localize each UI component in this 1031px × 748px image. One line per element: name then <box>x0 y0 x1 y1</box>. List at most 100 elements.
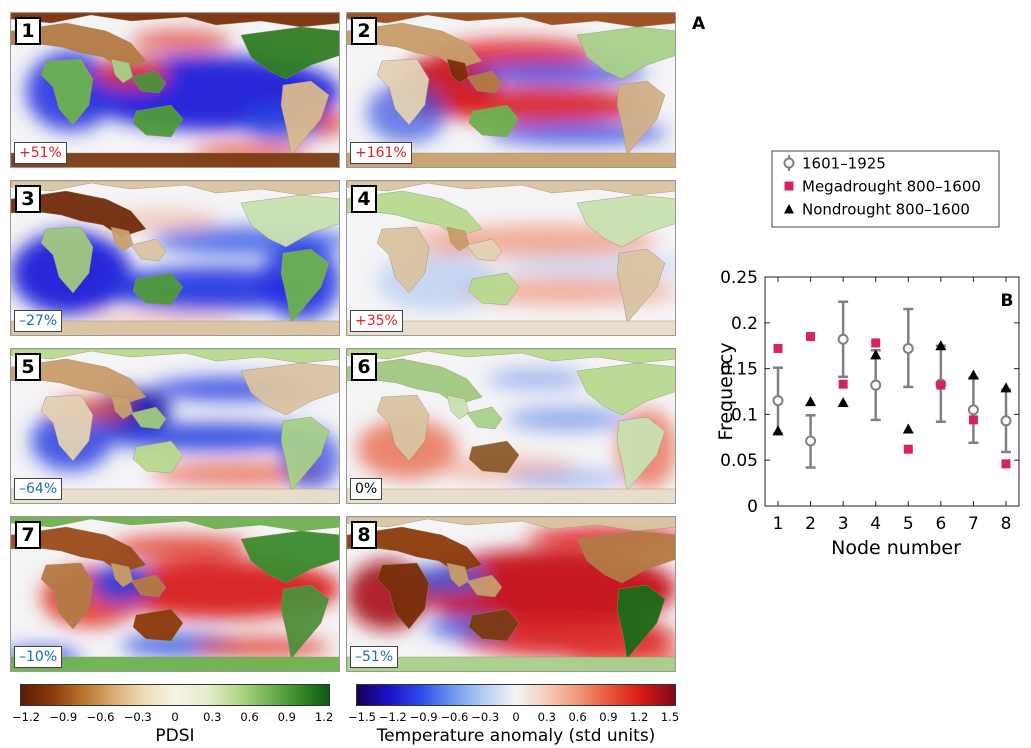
colorbar-tick-label: 0.9 <box>599 710 618 724</box>
point-megadrought <box>773 343 783 353</box>
map-image-3 <box>11 181 339 335</box>
land-region <box>376 226 430 294</box>
land-region <box>110 58 134 84</box>
land-region <box>616 248 666 324</box>
map-percent-change: –51% <box>350 646 399 668</box>
land-region <box>11 349 339 364</box>
land-region <box>110 562 134 588</box>
point-nondrought <box>837 396 849 407</box>
x-tick-label: 1 <box>773 514 784 534</box>
land-region <box>616 584 666 660</box>
colorbar-tick-label: 1.2 <box>630 710 649 724</box>
legend-marker-circle <box>783 157 795 169</box>
map-percent-change: 0% <box>350 478 383 500</box>
land-region <box>576 194 675 248</box>
land-region <box>446 562 470 588</box>
map-node-number: 3 <box>15 185 41 213</box>
point-nondrought <box>772 425 784 436</box>
land-region <box>576 530 675 584</box>
land-region <box>468 272 520 306</box>
colorbar-tick-label: 0.9 <box>277 710 296 724</box>
land-region <box>466 238 503 262</box>
point-nondrought <box>935 340 947 351</box>
point-1601-1925 <box>837 333 849 345</box>
x-tick-label: 8 <box>1001 514 1012 534</box>
map-image-7 <box>11 517 339 671</box>
land-region <box>347 517 675 532</box>
colorbar-tick-label: 0.6 <box>568 710 587 724</box>
land-region <box>376 394 430 462</box>
map-image-5 <box>11 349 339 503</box>
land-region <box>40 394 94 462</box>
map-percent-change: +35% <box>350 310 403 332</box>
plot-frame <box>764 276 1020 507</box>
colorbar-tick-label: 0.3 <box>203 710 222 724</box>
map-node-number: 8 <box>351 521 377 549</box>
land-region <box>376 562 430 630</box>
colorbar-tick-label: 0.6 <box>240 710 259 724</box>
land-region <box>466 70 503 94</box>
land-region <box>616 80 666 156</box>
land-region <box>347 320 675 335</box>
land-region <box>347 349 675 364</box>
y-tick-label: 0.05 <box>720 451 758 471</box>
x-tick-label: 5 <box>903 514 914 534</box>
pdsi-colorbar <box>20 684 330 706</box>
point-megadrought <box>806 332 816 342</box>
y-axis-label: Frequency <box>715 342 737 440</box>
colorbar-tick-label: −1.5 <box>348 710 376 724</box>
map-image-2 <box>347 13 675 167</box>
land-region <box>132 440 184 474</box>
land-region <box>132 272 184 306</box>
map-image-1 <box>11 13 339 167</box>
land-region <box>130 238 167 262</box>
legend-label: Nondrought 800–1600 <box>802 201 970 219</box>
y-tick-label: 0.25 <box>720 268 758 288</box>
x-tick-label: 2 <box>805 514 816 534</box>
land-region <box>446 394 470 420</box>
map-panel-node-1: 1 +51% <box>10 12 340 168</box>
land-region <box>11 152 339 167</box>
land-region <box>466 574 503 598</box>
point-nondrought <box>902 423 914 434</box>
point-nondrought <box>870 349 882 360</box>
point-nondrought <box>967 369 979 380</box>
colorbar-tick-label: −0.6 <box>440 710 469 724</box>
legend-marker-square <box>784 181 794 191</box>
point-nondrought <box>805 396 817 407</box>
land-region <box>280 584 330 660</box>
land-region <box>347 13 675 28</box>
land-region <box>130 406 167 430</box>
legend-label: 1601–1925 <box>802 155 886 173</box>
land-region <box>40 226 94 294</box>
map-percent-change: –10% <box>14 646 63 668</box>
map-percent-change: –27% <box>14 310 63 332</box>
map-panel-node-5: 5 –64% <box>10 348 340 504</box>
map-panel-node-8: 8 –51% <box>346 516 676 672</box>
x-tick-label: 3 <box>838 514 849 534</box>
land-region <box>280 248 330 324</box>
y-tick-label: 0.2 <box>731 314 758 334</box>
x-tick-label: 6 <box>935 514 946 534</box>
colorbar-tick-label: 1.5 <box>660 710 680 724</box>
colorbar-tick-label: 1.2 <box>314 710 334 724</box>
land-region <box>446 58 470 84</box>
land-region <box>40 562 94 630</box>
land-region <box>468 440 520 474</box>
land-region <box>468 608 520 642</box>
y-tick-label: 0.15 <box>720 360 758 380</box>
land-region <box>240 194 339 248</box>
panel-label-b: B <box>1001 291 1014 311</box>
pdsi-colorbar-label: PDSI <box>155 726 195 746</box>
colorbar-tick-label: −0.6 <box>86 710 115 724</box>
colorbar-tick-label: −1.2 <box>378 710 407 724</box>
colorbar-tick-label: 0 <box>171 710 179 724</box>
map-panel-node-6: 6 0% <box>346 348 676 504</box>
map-panel-node-7: 7 –10% <box>10 516 340 672</box>
point-1601-1925 <box>902 342 914 354</box>
colorbar-tick-label: −0.3 <box>123 710 152 724</box>
chart-marks <box>772 300 1012 469</box>
land-region <box>110 226 134 252</box>
land-region <box>347 181 675 196</box>
frequency-chart: 1601–1925 Megadrought 800–1600 Nondrought … <box>715 150 1020 559</box>
